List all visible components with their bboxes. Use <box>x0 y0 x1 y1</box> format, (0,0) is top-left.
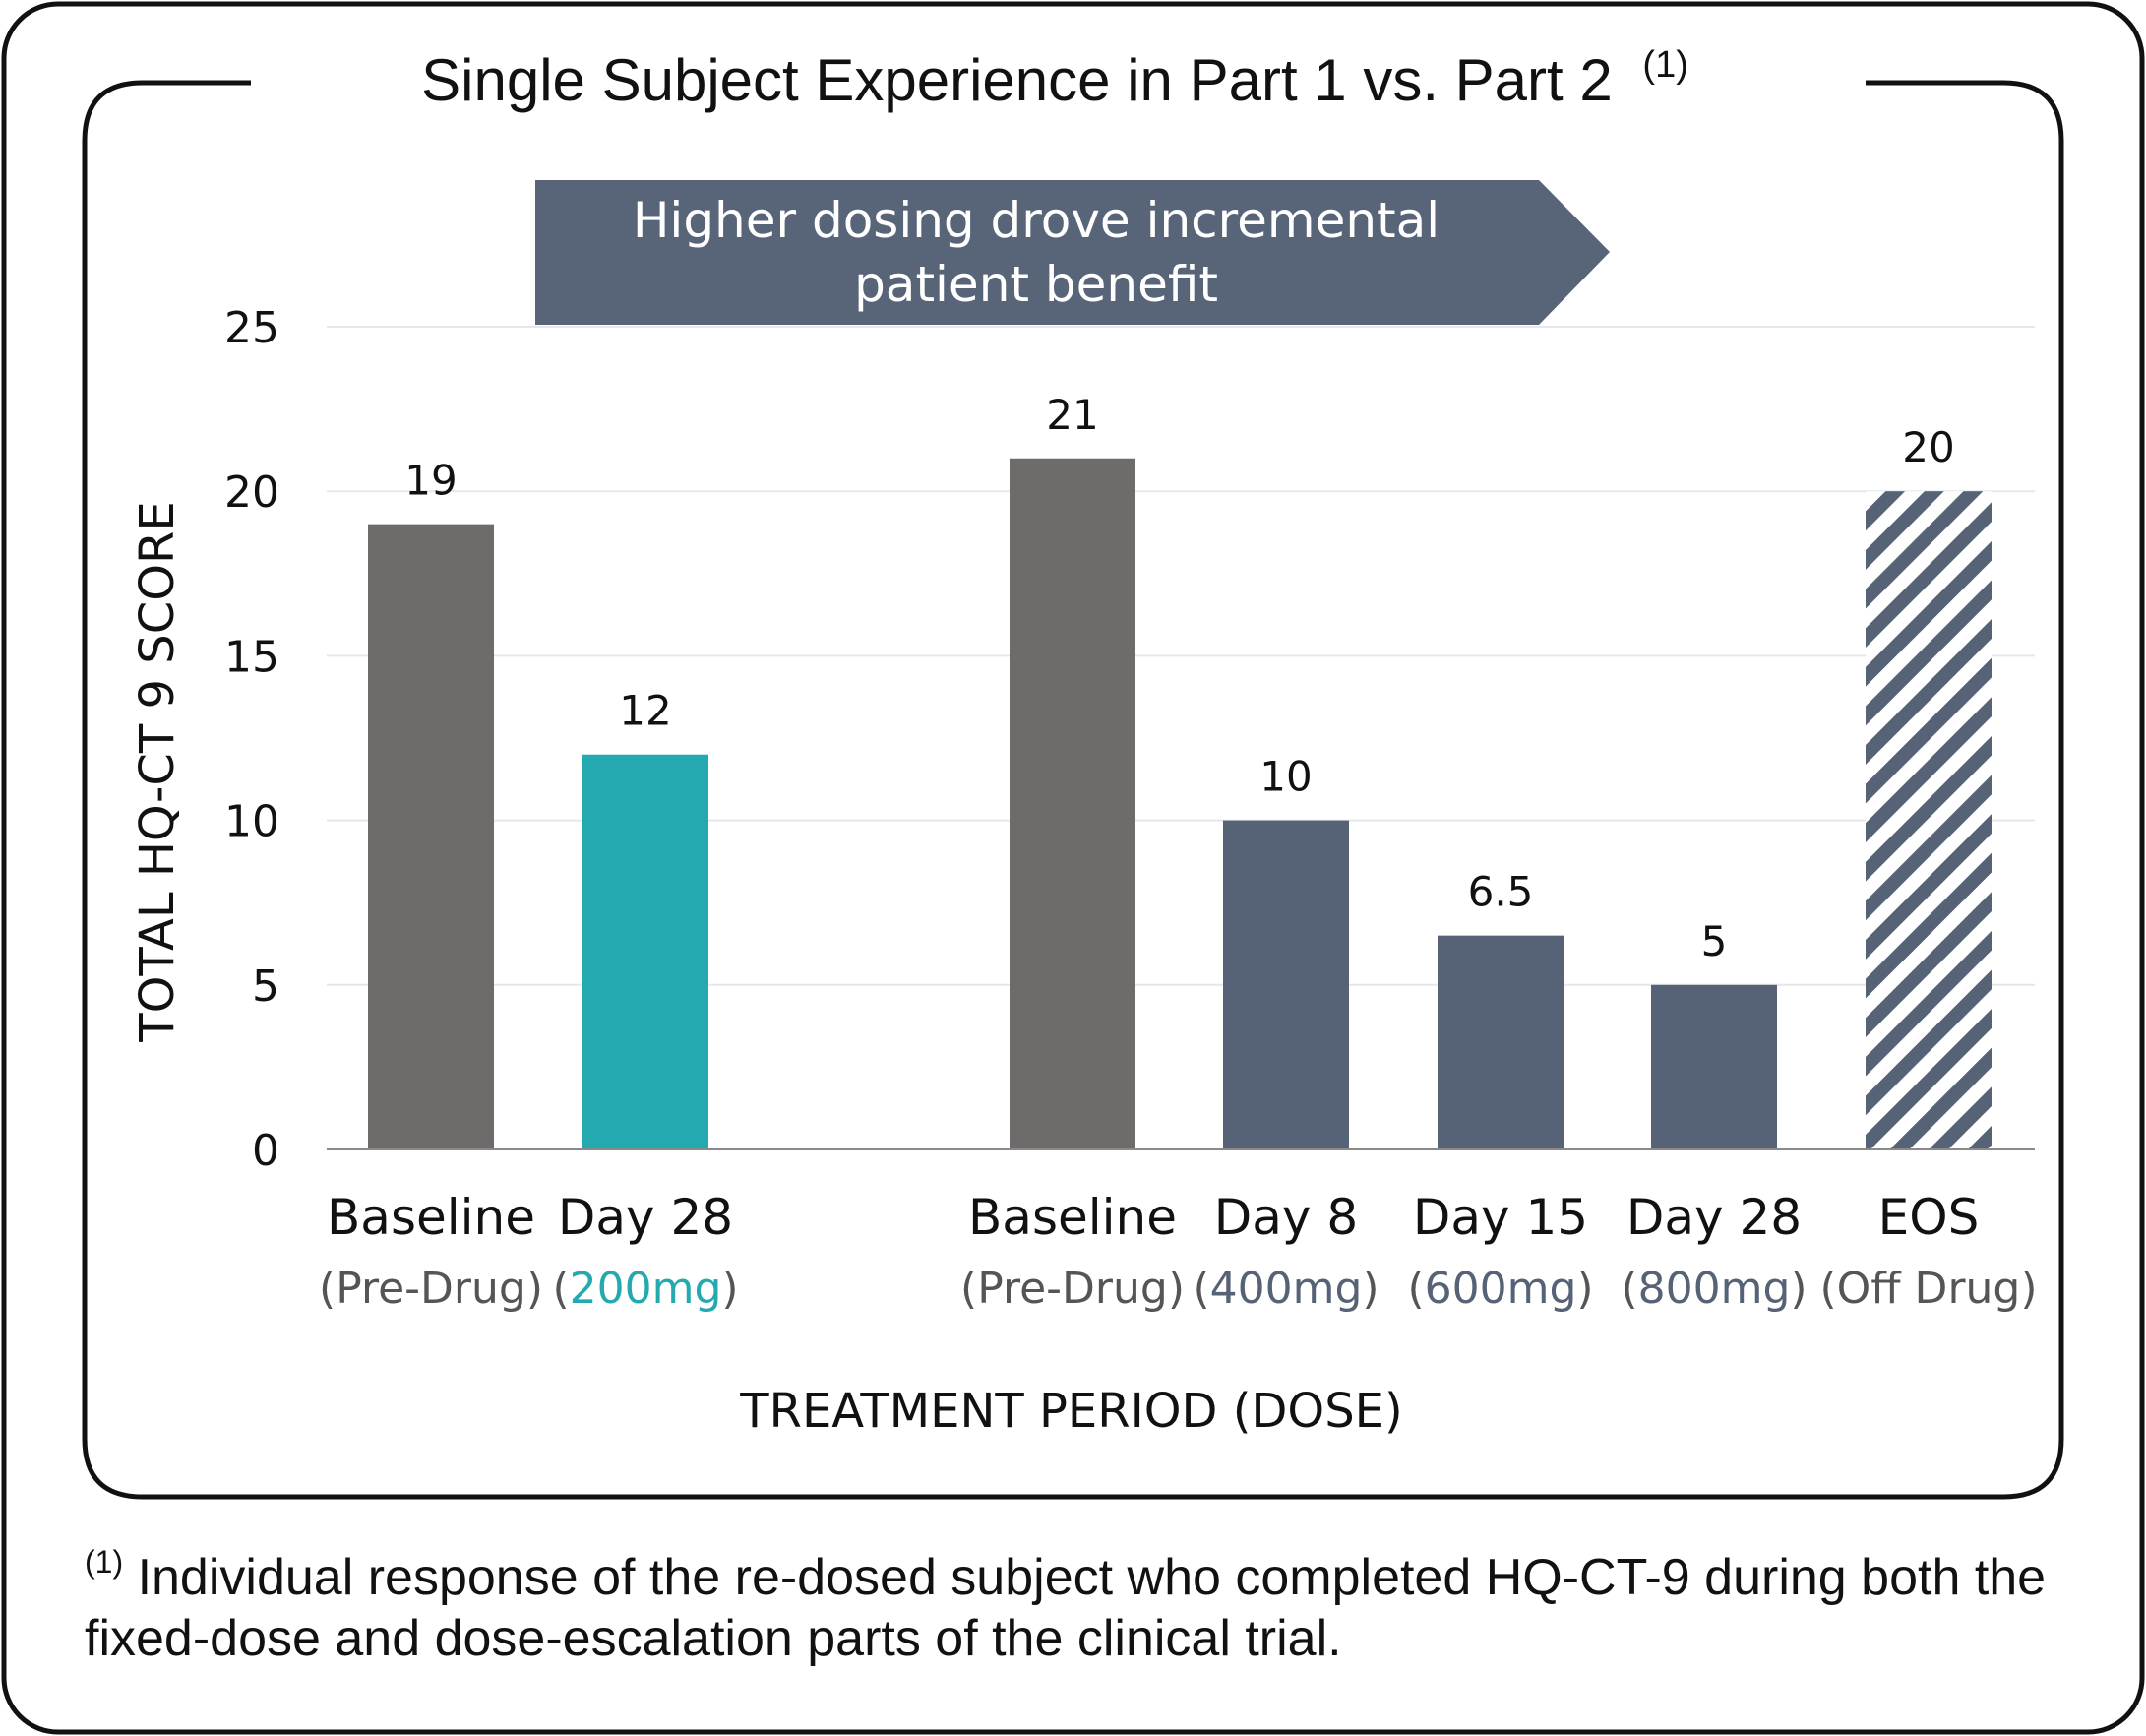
y-tick-label: 5 <box>252 961 279 1012</box>
y-tick-label: 0 <box>252 1126 279 1176</box>
y-tick-label: 10 <box>224 797 279 847</box>
x-tick-labels: Baseline (Pre-Drug) Day 28 (200mg) Baseline (… <box>319 1189 2038 1314</box>
x-axis-title: TREATMENT PERIOD (DOSE) <box>739 1384 1402 1439</box>
bar-value-label: 10 <box>1259 753 1312 801</box>
bar <box>1651 984 1777 1149</box>
x-tick-label: Baseline <box>327 1189 535 1246</box>
y-axis-title: TOTAL HQ-CT 9 SCORE <box>130 501 185 1042</box>
bar <box>582 754 708 1149</box>
footnote-text: Individual response of the re-dosed subj… <box>85 1549 2047 1667</box>
x-tick-dose-label: (600mg) <box>1407 1264 1593 1314</box>
bar-value-label: 6.5 <box>1468 868 1534 916</box>
bar-value-label: 12 <box>619 687 671 735</box>
chart-title-text: Single Subject Experience in Part 1 vs. … <box>421 47 1613 113</box>
banner-line-2: patient benefit <box>854 256 1218 313</box>
x-tick-label: Day 28 <box>558 1189 733 1246</box>
banner-line-1: Higher dosing drove incremental <box>633 192 1440 249</box>
chart-title-note: (1) <box>1642 44 1687 86</box>
bar-value-label: 20 <box>1902 423 1954 471</box>
bar <box>1010 458 1135 1149</box>
y-tick-label: 20 <box>224 467 279 518</box>
chart-title: Single Subject Experience in Part 1 vs. … <box>421 44 1688 113</box>
x-tick-dose-label: (400mg) <box>1193 1264 1379 1314</box>
footnote-marker: (1) <box>85 1544 124 1580</box>
bar-value-label: 5 <box>1701 917 1728 965</box>
x-tick-dose-label: (800mg) <box>1621 1264 1807 1314</box>
x-tick-label: Day 8 <box>1214 1189 1358 1246</box>
bar <box>368 524 494 1149</box>
bar-value-label: 19 <box>404 457 457 505</box>
x-tick-dose-label: (Off Drug) <box>1819 1264 2037 1314</box>
value-labels: 19 12 21 10 6.5 5 20 <box>404 391 1954 965</box>
x-tick-dose-label: (200mg) <box>552 1264 738 1314</box>
chart-panel-border <box>82 80 2064 1500</box>
x-tick-label: Day 15 <box>1413 1189 1588 1246</box>
bar-value-label: 21 <box>1046 391 1098 439</box>
x-tick-label: Day 28 <box>1626 1189 1802 1246</box>
x-tick-dose-label: (Pre-Drug) <box>960 1264 1185 1314</box>
y-tick-label: 15 <box>224 632 279 682</box>
x-tick-label: EOS <box>1878 1189 1980 1246</box>
bar <box>1866 491 1992 1149</box>
banner-arrow <box>535 180 1610 325</box>
footnote: (1) Individual response of the re-dosed … <box>85 1544 2092 1669</box>
bar <box>1438 935 1564 1149</box>
bars <box>368 458 1992 1149</box>
y-tick-labels: 0 5 10 15 20 25 <box>224 303 279 1176</box>
bar <box>1223 820 1349 1149</box>
x-tick-label: Baseline <box>968 1189 1177 1246</box>
x-tick-dose-label: (Pre-Drug) <box>319 1264 543 1314</box>
y-tick-label: 25 <box>224 303 279 353</box>
